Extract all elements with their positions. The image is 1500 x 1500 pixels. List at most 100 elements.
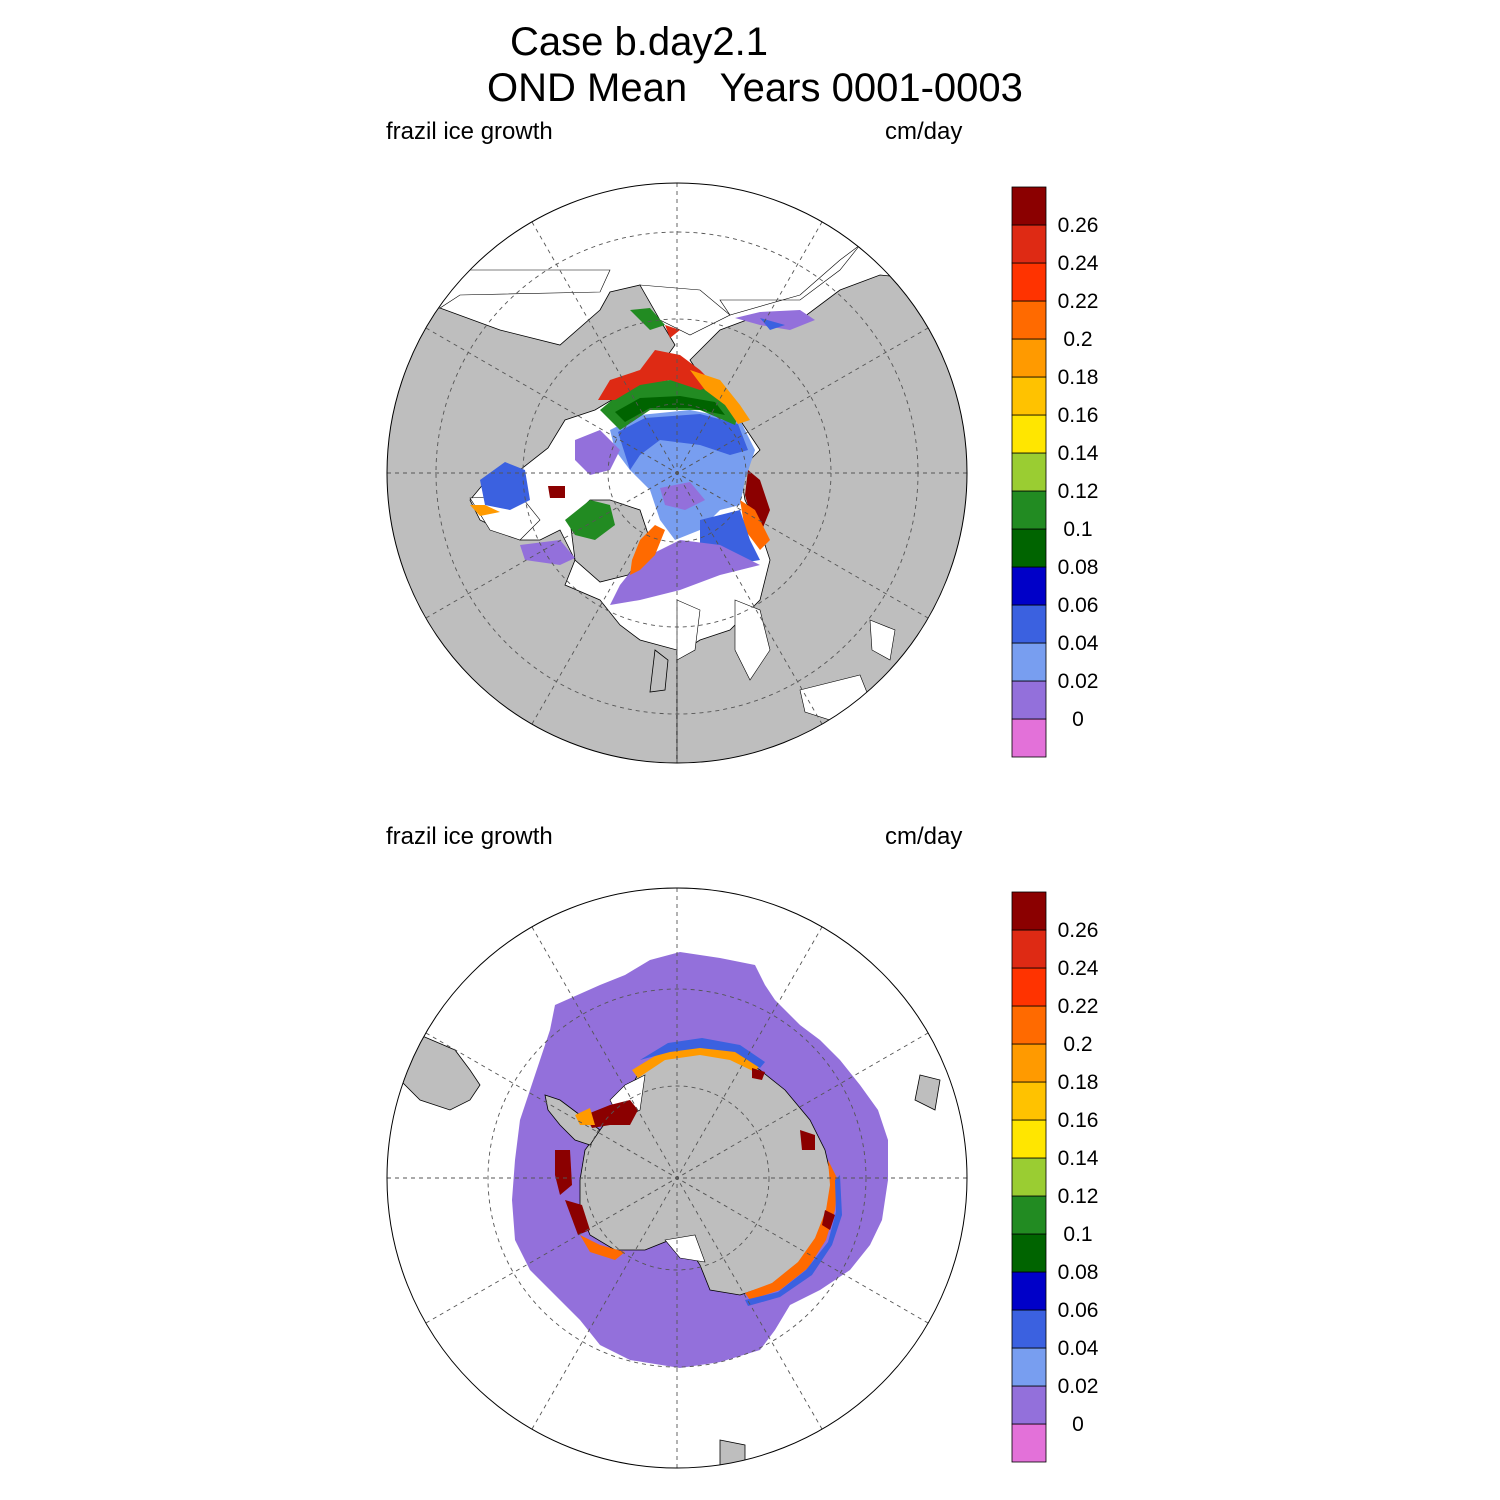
north-pole-lavender (660, 482, 705, 510)
north-colorbar-box (1011, 642, 1047, 682)
south-colorbar-label: 0.24 (1058, 957, 1099, 980)
bering-sea-ice (630, 308, 665, 330)
north-colorbar-box (1011, 718, 1047, 758)
north-map-border (386, 182, 968, 764)
south-colorbar-box (1011, 1347, 1047, 1387)
caspian-sea (869, 619, 896, 661)
north-colorbar-box (1011, 452, 1047, 492)
south-colorbar-label: 0.26 (1058, 919, 1099, 942)
south-colorbar-box (1011, 1157, 1047, 1197)
south-colorbar-label: 0.18 (1058, 1071, 1099, 1094)
north-colorbar-label: 0.14 (1058, 442, 1099, 465)
south-colorbar-box (1011, 1309, 1047, 1349)
north-colorbar-label: 0 (1072, 708, 1084, 731)
south-colorbar: 0 0.02 0.04 0.06 0.08 0.1 0.12 0.14 0.16 0.18 0.2 0… (1011, 891, 1099, 1463)
east-antarctic-hotspot-2 (800, 1130, 815, 1150)
north-colorbar-label: 0.02 (1058, 670, 1099, 693)
north-colorbar-label: 0.12 (1058, 480, 1099, 503)
kara-orange-rim (740, 500, 770, 550)
australia-fragment (719, 1439, 746, 1468)
south-graticule (387, 888, 967, 1468)
north-polar-map (386, 182, 968, 764)
figure-title-case: Case b.day2.1 (510, 20, 768, 64)
south-colorbar-label: 0.16 (1058, 1109, 1099, 1132)
north-colorbar-box (1011, 338, 1047, 378)
north-colorbar: 0 0.02 0.04 0.06 0.08 0.1 0.12 0.14 0.16 0.18 0.2 0… (1011, 186, 1099, 758)
north-colorbar-label: 0.04 (1058, 632, 1099, 655)
weddell-hotspot (585, 1100, 638, 1128)
ross-ice-shelf (664, 1234, 706, 1263)
south-colorbar-box (1011, 1271, 1047, 1311)
south-colorbar-box (1011, 1005, 1047, 1045)
south-colorbar-label: 0.22 (1058, 995, 1099, 1018)
okhotsk-blue (760, 318, 785, 330)
bering-rim-red (665, 325, 680, 338)
bering-region (639, 284, 731, 336)
south-colorbar-label: 0.08 (1058, 1261, 1099, 1284)
south-colorbar-label: 0.2 (1063, 1033, 1092, 1056)
east-antarctic-rim-blue (640, 1038, 765, 1068)
north-colorbar-box (1011, 376, 1047, 416)
south-colorbar-box (1011, 1233, 1047, 1273)
south-panel-variable-label: frazil ice growth (386, 823, 553, 850)
south-colorbar-label: 0.12 (1058, 1185, 1099, 1208)
weddell-orange-rim (575, 1108, 595, 1125)
north-colorbar-label: 0.08 (1058, 556, 1099, 579)
south-map-border (386, 887, 968, 1469)
north-colorbar-label: 0.2 (1063, 328, 1092, 351)
north-colorbar-label: 0.16 (1058, 404, 1099, 427)
southern-africa-fragment (914, 1074, 941, 1111)
peninsula-west-hotspot (555, 1150, 572, 1195)
east-antarctic-rim-east (745, 1160, 838, 1300)
south-colorbar-label: 0.1 (1063, 1223, 1092, 1246)
north-graticule (387, 183, 967, 763)
south-colorbar-box (1011, 1043, 1047, 1083)
north-colorbar-label: 0.18 (1058, 366, 1099, 389)
hudson-bay-ice (480, 462, 530, 510)
south-colorbar-label: 0.04 (1058, 1337, 1099, 1360)
okhotsk-region (719, 244, 861, 316)
south-colorbar-box (1011, 1423, 1047, 1463)
north-panel-variable-label: frazil ice growth (386, 118, 553, 145)
south-colorbar-label: 0.06 (1058, 1299, 1099, 1322)
south-colorbar-box (1011, 891, 1047, 931)
east-antarctic-hotspot-1 (752, 1068, 765, 1080)
north-colorbar-box (1011, 300, 1047, 340)
north-colorbar-label: 0.24 (1058, 252, 1099, 275)
amundsen-rim (580, 1235, 625, 1260)
south-polar-map (386, 887, 968, 1469)
labrador-lavender (520, 540, 575, 565)
east-greenland-current (630, 525, 665, 575)
south-colorbar-box (1011, 1385, 1047, 1425)
victoria-hotspot (822, 1210, 835, 1230)
laptev-hotspot (690, 370, 750, 424)
south-colorbar-box (1011, 929, 1047, 969)
british-isles (649, 649, 669, 693)
north-colorbar-label: 0.22 (1058, 290, 1099, 313)
north-colorbar-box (1011, 566, 1047, 606)
hudson-red-spot (548, 486, 565, 498)
south-colorbar-box (1011, 967, 1047, 1007)
north-panel-units-label: cm/day (885, 118, 963, 145)
hudson-rim (470, 505, 500, 516)
north-colorbar-label: 0.26 (1058, 214, 1099, 237)
baltic-sea (734, 599, 771, 681)
north-colorbar-box (1011, 680, 1047, 720)
south-colorbar-box (1011, 1195, 1047, 1235)
ross-sea-hotspot (565, 1200, 590, 1235)
north-colorbar-box (1011, 528, 1047, 568)
north-colorbar-label: 0.1 (1063, 518, 1092, 541)
south-colorbar-label: 0.02 (1058, 1375, 1099, 1398)
okhotsk-ice (735, 310, 815, 330)
arctic-inner-blue (618, 414, 748, 470)
north-colorbar-box (1011, 224, 1047, 264)
north-colorbar-box (1011, 414, 1047, 454)
east-siberian-hotspot (598, 350, 715, 400)
antarctic-peninsula (544, 1094, 601, 1146)
north-colorbar-box (1011, 262, 1047, 302)
south-colorbar-box (1011, 1081, 1047, 1121)
baffin-bay-ice (565, 500, 615, 540)
north-colorbar-box (1011, 186, 1047, 226)
south-panel-units-label: cm/day (885, 823, 963, 850)
arctic-dark-green-band (615, 396, 725, 422)
